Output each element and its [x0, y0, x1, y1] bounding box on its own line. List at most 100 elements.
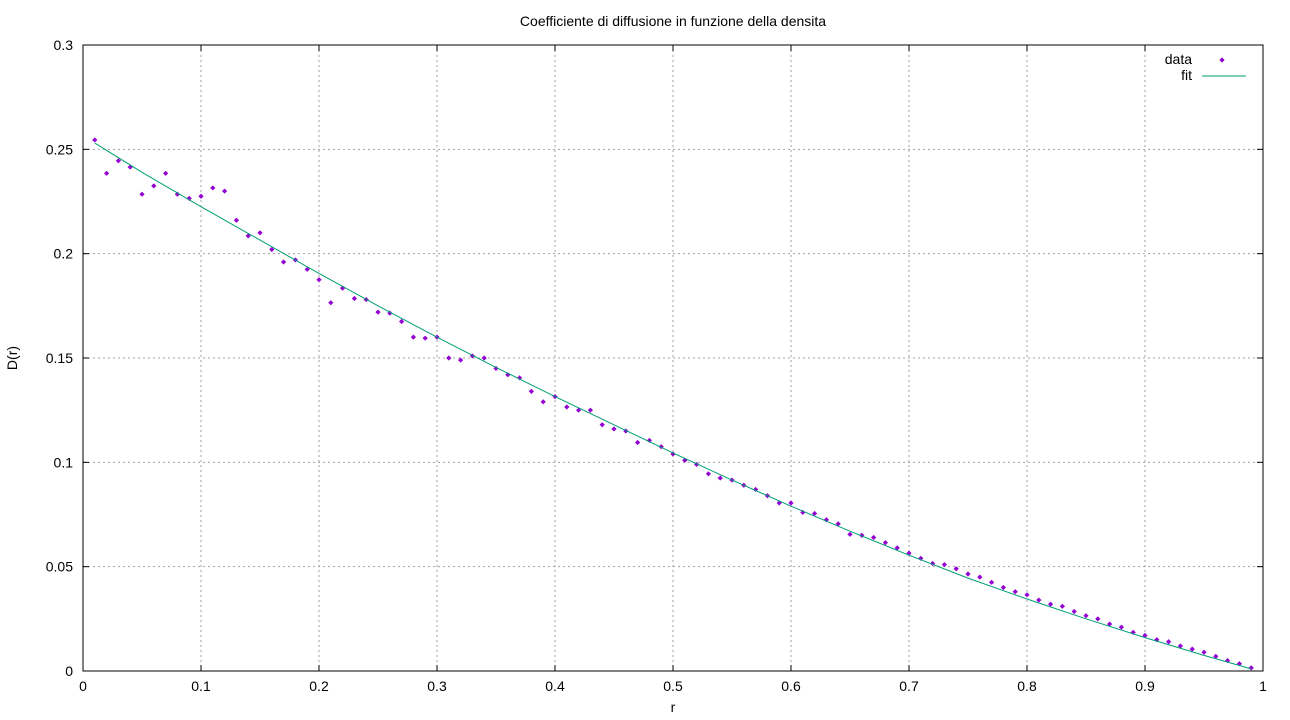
data-point — [930, 560, 936, 567]
data-point — [847, 531, 853, 537]
data-point — [316, 277, 322, 283]
data-point — [1083, 613, 1089, 619]
data-point — [328, 300, 334, 306]
data-point — [882, 540, 888, 546]
data-point — [694, 461, 700, 468]
data-point — [1059, 603, 1065, 609]
data-point — [399, 318, 405, 325]
data-point — [104, 170, 110, 176]
y-tick-label: 0.1 — [54, 454, 74, 470]
data-point — [576, 407, 582, 413]
grid — [83, 45, 1263, 671]
data-point — [859, 532, 865, 538]
x-axis-label: r — [671, 699, 676, 715]
data-point — [281, 259, 287, 265]
data-point — [1048, 601, 1054, 607]
series-line-fit — [94, 142, 1252, 670]
x-tick-label: 0.2 — [309, 678, 329, 694]
data-point — [139, 191, 145, 197]
data-point — [823, 517, 829, 523]
data-point — [115, 158, 121, 164]
data-point — [977, 574, 983, 580]
data-point — [564, 404, 570, 410]
data-point — [163, 170, 169, 176]
data-point — [174, 191, 180, 197]
data-point — [835, 521, 841, 527]
data-point — [812, 510, 818, 517]
data-point — [458, 357, 464, 363]
data-point — [682, 457, 688, 463]
x-tick-label: 0.7 — [899, 678, 919, 694]
data-point — [351, 295, 357, 302]
data-point — [989, 579, 995, 585]
data-point — [1036, 597, 1042, 603]
data-point — [788, 500, 794, 506]
x-tick-label: 0.9 — [1135, 678, 1155, 694]
data-point — [422, 335, 428, 341]
data-point — [670, 451, 676, 457]
data-point — [1000, 584, 1006, 591]
data-point — [1189, 646, 1195, 652]
data-point — [233, 217, 239, 223]
data-point — [375, 309, 381, 315]
x-tick-label: 0.1 — [191, 678, 211, 694]
data-point — [1248, 665, 1254, 671]
x-tick-label: 0.8 — [1017, 678, 1037, 694]
data-point — [894, 545, 900, 551]
y-axis-label: D(r) — [4, 346, 20, 370]
data-point — [776, 500, 782, 506]
data-point — [965, 571, 971, 577]
data-point — [517, 375, 523, 381]
y-tick-label: 0.3 — [54, 37, 74, 53]
data-point — [1213, 653, 1219, 659]
data-point — [1071, 608, 1077, 615]
data-point — [587, 407, 593, 413]
data-point — [941, 561, 947, 568]
data-point — [198, 193, 204, 199]
data-point — [151, 183, 157, 189]
data-point — [871, 534, 877, 541]
data-point — [505, 372, 511, 378]
data-point — [1142, 632, 1148, 639]
data-point — [222, 188, 228, 194]
data-point — [1166, 639, 1172, 645]
data-point — [446, 355, 452, 361]
data-point — [1024, 592, 1030, 598]
data-point — [481, 355, 487, 361]
data-point — [1118, 624, 1124, 630]
data-point — [646, 437, 652, 444]
chart-title: Coefficiente di diffusione in funzione d… — [520, 13, 826, 29]
data-point — [800, 509, 806, 516]
data-point — [257, 230, 263, 236]
data-point — [1201, 649, 1207, 655]
data-point — [1095, 616, 1101, 622]
data-point — [540, 399, 546, 405]
data-point — [304, 266, 310, 272]
y-tick-label: 0.2 — [54, 246, 74, 262]
data-point — [705, 471, 711, 477]
data-point — [186, 195, 192, 201]
data-point — [658, 444, 664, 450]
data-point — [635, 439, 641, 446]
legend-swatch-data — [1219, 57, 1225, 63]
data-point — [717, 475, 723, 481]
legend-label-fit: fit — [1181, 67, 1192, 83]
data-point — [599, 422, 605, 428]
data-point — [528, 388, 534, 394]
data-point — [611, 426, 617, 432]
data-point — [210, 185, 216, 191]
data-point — [953, 566, 959, 572]
legend-label-data: data — [1165, 51, 1192, 67]
y-tick-label: 0.25 — [46, 141, 73, 157]
series-layer — [92, 137, 1254, 671]
data-point — [340, 285, 346, 291]
data-point — [1177, 643, 1183, 649]
data-point — [753, 486, 759, 493]
y-tick-label: 0.15 — [46, 350, 73, 366]
x-tick-label: 1 — [1259, 678, 1267, 694]
x-tick-label: 0 — [79, 678, 87, 694]
data-point — [410, 334, 416, 340]
x-tick-label: 0.4 — [545, 678, 565, 694]
